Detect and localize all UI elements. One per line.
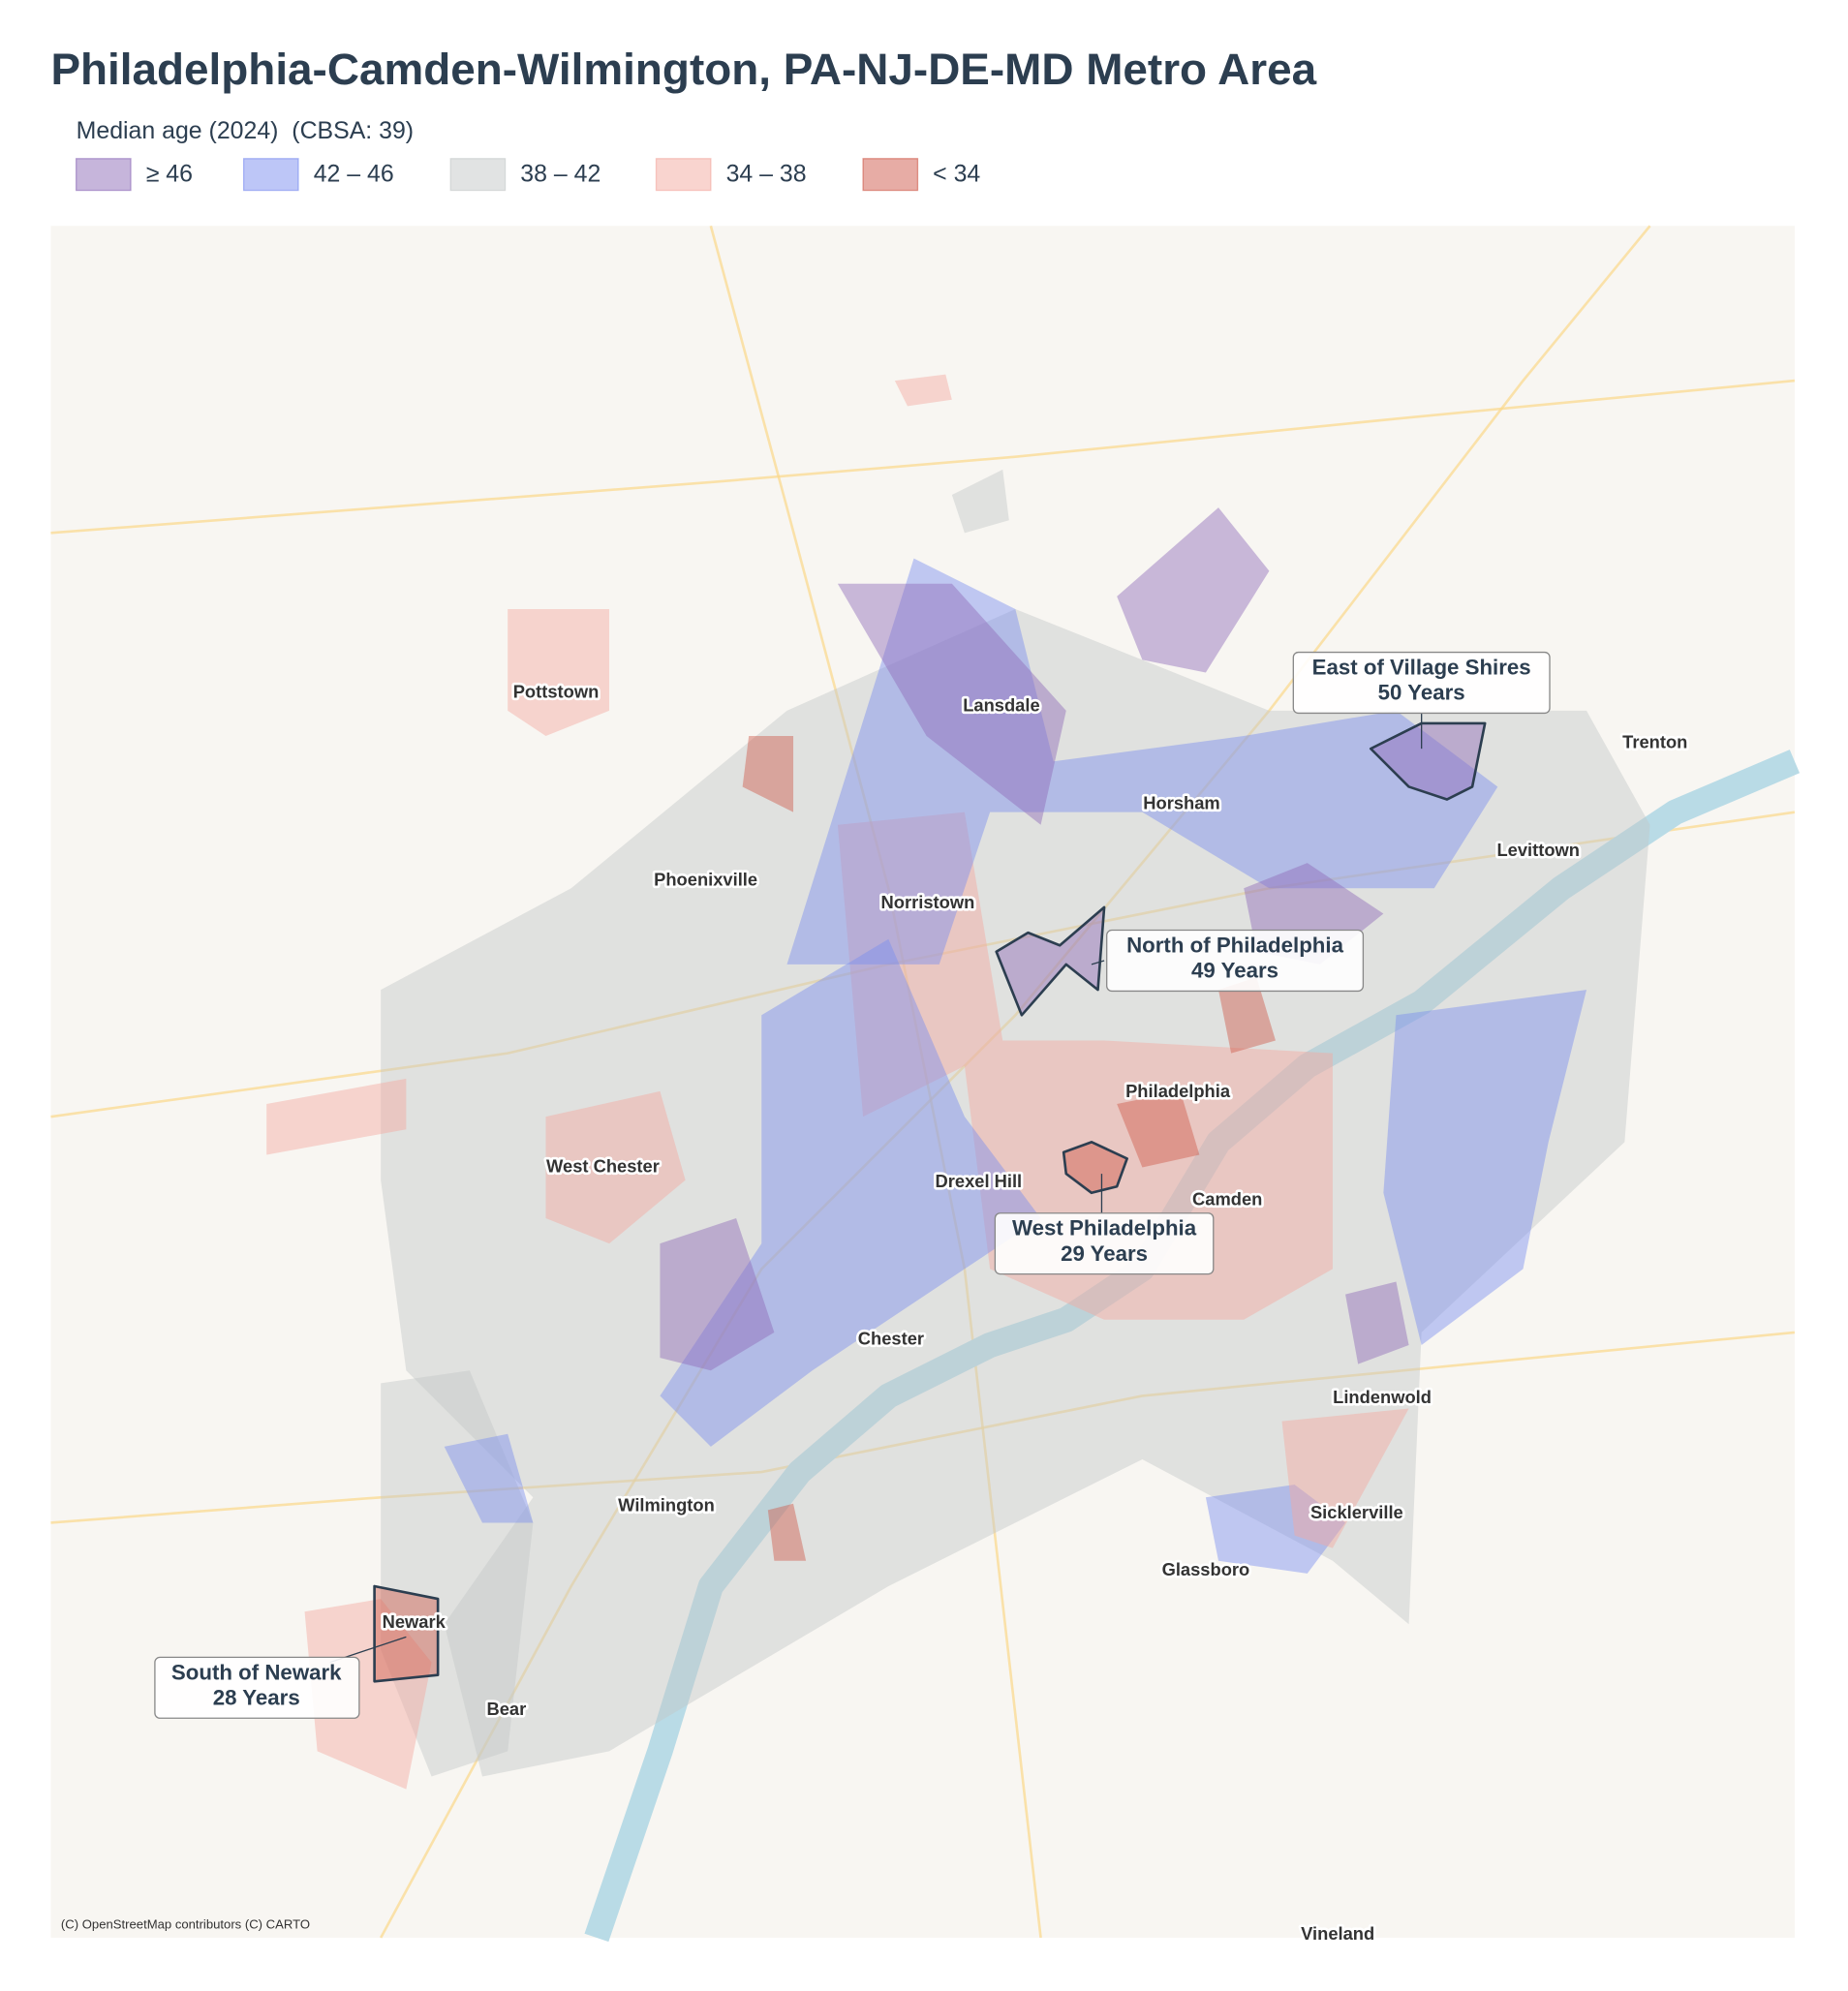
legend-swatch [655, 158, 712, 192]
region [660, 1217, 775, 1371]
place-label: Camden [1192, 1188, 1262, 1209]
legend: ≥ 46 42 – 46 38 – 42 34 – 38 < 34 [76, 158, 980, 192]
region [1205, 1485, 1346, 1574]
place-label: Newark [383, 1611, 447, 1632]
region [1117, 1090, 1200, 1168]
callout-name: West Philadelphia [1012, 1216, 1197, 1241]
highlights [329, 713, 1487, 1683]
basemap [50, 225, 1801, 1943]
place-label: Vineland [1301, 1923, 1374, 1944]
leader-line [1091, 960, 1105, 965]
place-label: Trenton [1622, 732, 1687, 752]
place-label: Bear [486, 1699, 526, 1719]
place-label: Philadelphia [1125, 1081, 1231, 1101]
region [1345, 1281, 1409, 1364]
region [1063, 1142, 1127, 1193]
road [50, 1331, 1796, 1524]
legend-label: 34 – 38 [726, 160, 807, 187]
callouts: East of Village Shires 50 Years North of… [154, 651, 1551, 1719]
legend-title: Median age (2024) (CBSA: 39) [77, 117, 414, 144]
callout-box [154, 1656, 360, 1719]
road [380, 225, 1651, 1939]
callout-value: 49 Years [1191, 959, 1278, 983]
road [709, 225, 1042, 1939]
place-label: West Chester [546, 1155, 660, 1176]
place-label: Drexel Hill [936, 1171, 1023, 1191]
highlight-outline [373, 1584, 440, 1683]
region [444, 1433, 534, 1523]
legend-label: < 34 [933, 160, 980, 187]
region [837, 583, 1066, 825]
attribution: (C) OpenStreetMap contributors (C) CARTO [61, 1916, 310, 1931]
region [951, 469, 1009, 534]
place-label: Chester [858, 1329, 924, 1349]
callout-name: South of Newark [171, 1660, 342, 1684]
legend-swatch [449, 158, 507, 192]
region [1383, 990, 1587, 1346]
region [786, 558, 1498, 965]
region [266, 1078, 407, 1155]
callout-value: 50 Years [1378, 681, 1465, 705]
callout-box [1292, 651, 1551, 715]
region [374, 1585, 439, 1682]
region [1117, 507, 1270, 673]
callout-box [994, 1212, 1215, 1275]
region [381, 1370, 534, 1777]
highlight-outline [995, 905, 1106, 1017]
highlight-outline [1062, 1141, 1128, 1195]
place-label: Glassboro [1162, 1559, 1250, 1579]
place-label: Horsham [1143, 793, 1219, 813]
callout-value: 28 Years [213, 1686, 300, 1710]
region [894, 374, 952, 407]
legend-swatch [76, 158, 132, 192]
region [508, 608, 610, 737]
legend-label: 42 – 46 [314, 160, 394, 187]
region [996, 906, 1105, 1016]
legend-swatch [862, 158, 919, 192]
regions [266, 374, 1650, 1790]
region [837, 812, 1333, 1320]
place-label: Levittown [1496, 840, 1580, 860]
place-label: Phoenixville [654, 869, 757, 889]
place-labels: Pottstown Lansdale Horsham Trenton Levit… [380, 679, 1690, 1946]
river [584, 750, 1801, 1943]
road [50, 811, 1796, 1118]
place-label: Lansdale [963, 695, 1039, 716]
callout-name: East of Village Shires [1312, 655, 1531, 679]
callout-value: 29 Years [1061, 1241, 1148, 1266]
place-label: Pottstown [513, 681, 600, 701]
place-label: Lindenwold [1333, 1387, 1432, 1407]
place-label: Norristown [881, 892, 975, 912]
region [660, 938, 1041, 1447]
region [742, 736, 794, 812]
legend-label: 38 – 42 [520, 160, 601, 187]
region [304, 1599, 432, 1790]
region [1281, 1408, 1409, 1548]
legend-label: ≥ 46 [146, 160, 193, 187]
place-label: Sicklerville [1310, 1502, 1403, 1522]
region [381, 608, 1650, 1777]
title: Philadelphia-Camden-Wilmington, PA-NJ-DE… [50, 44, 1316, 94]
callout-box [1106, 929, 1365, 993]
road [50, 379, 1796, 535]
legend-swatch [242, 158, 299, 192]
region [1218, 976, 1276, 1054]
callout-name: North of Philadelphia [1126, 933, 1344, 957]
region [1371, 722, 1486, 800]
region [545, 1090, 686, 1244]
place-label: Wilmington [618, 1494, 715, 1515]
